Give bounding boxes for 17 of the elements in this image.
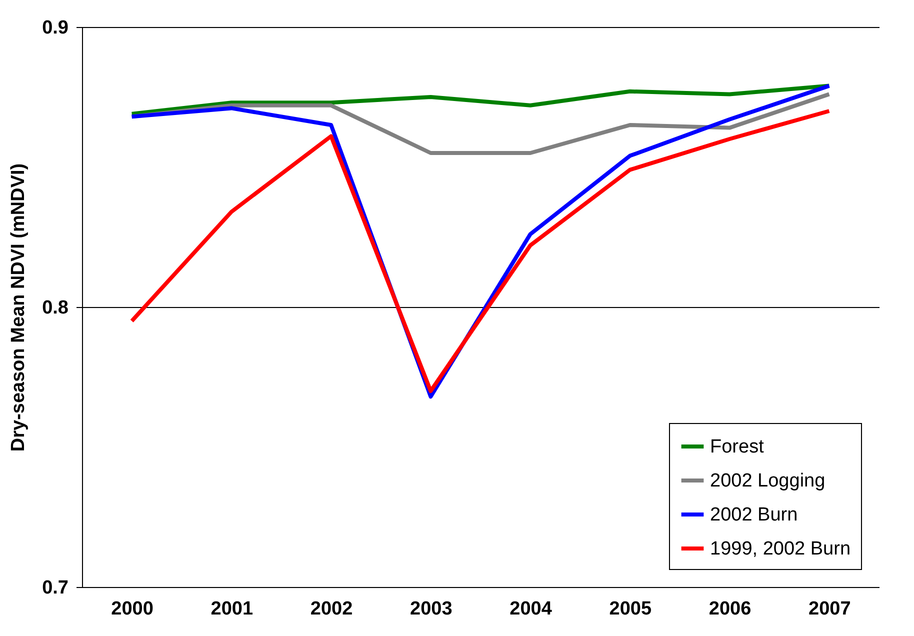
legend-label: 2002 Logging xyxy=(710,470,826,492)
legend-label: 1999, 2002 Burn xyxy=(710,538,851,560)
legend-label: 2002 Burn xyxy=(710,504,798,526)
y-tick-label: 0.7 xyxy=(42,578,68,598)
x-tick-label: 2001 xyxy=(210,598,254,620)
x-tick-label: 2000 xyxy=(111,598,154,620)
x-tick-label: 2005 xyxy=(609,598,652,620)
legend-label: Forest xyxy=(710,436,765,458)
y-axis-title: Dry-season Mean NDVI (mNDVI) xyxy=(8,163,30,452)
x-tick-label: 2004 xyxy=(510,598,552,620)
y-tick-label: 0.9 xyxy=(42,18,68,38)
x-tick-label: 2002 xyxy=(310,598,353,620)
x-tick-label: 2006 xyxy=(708,598,752,620)
x-tick-label: 2007 xyxy=(808,598,851,620)
x-tick-label: 2003 xyxy=(410,598,452,620)
y-tick-label: 0.8 xyxy=(42,298,68,318)
line-series xyxy=(130,84,832,116)
